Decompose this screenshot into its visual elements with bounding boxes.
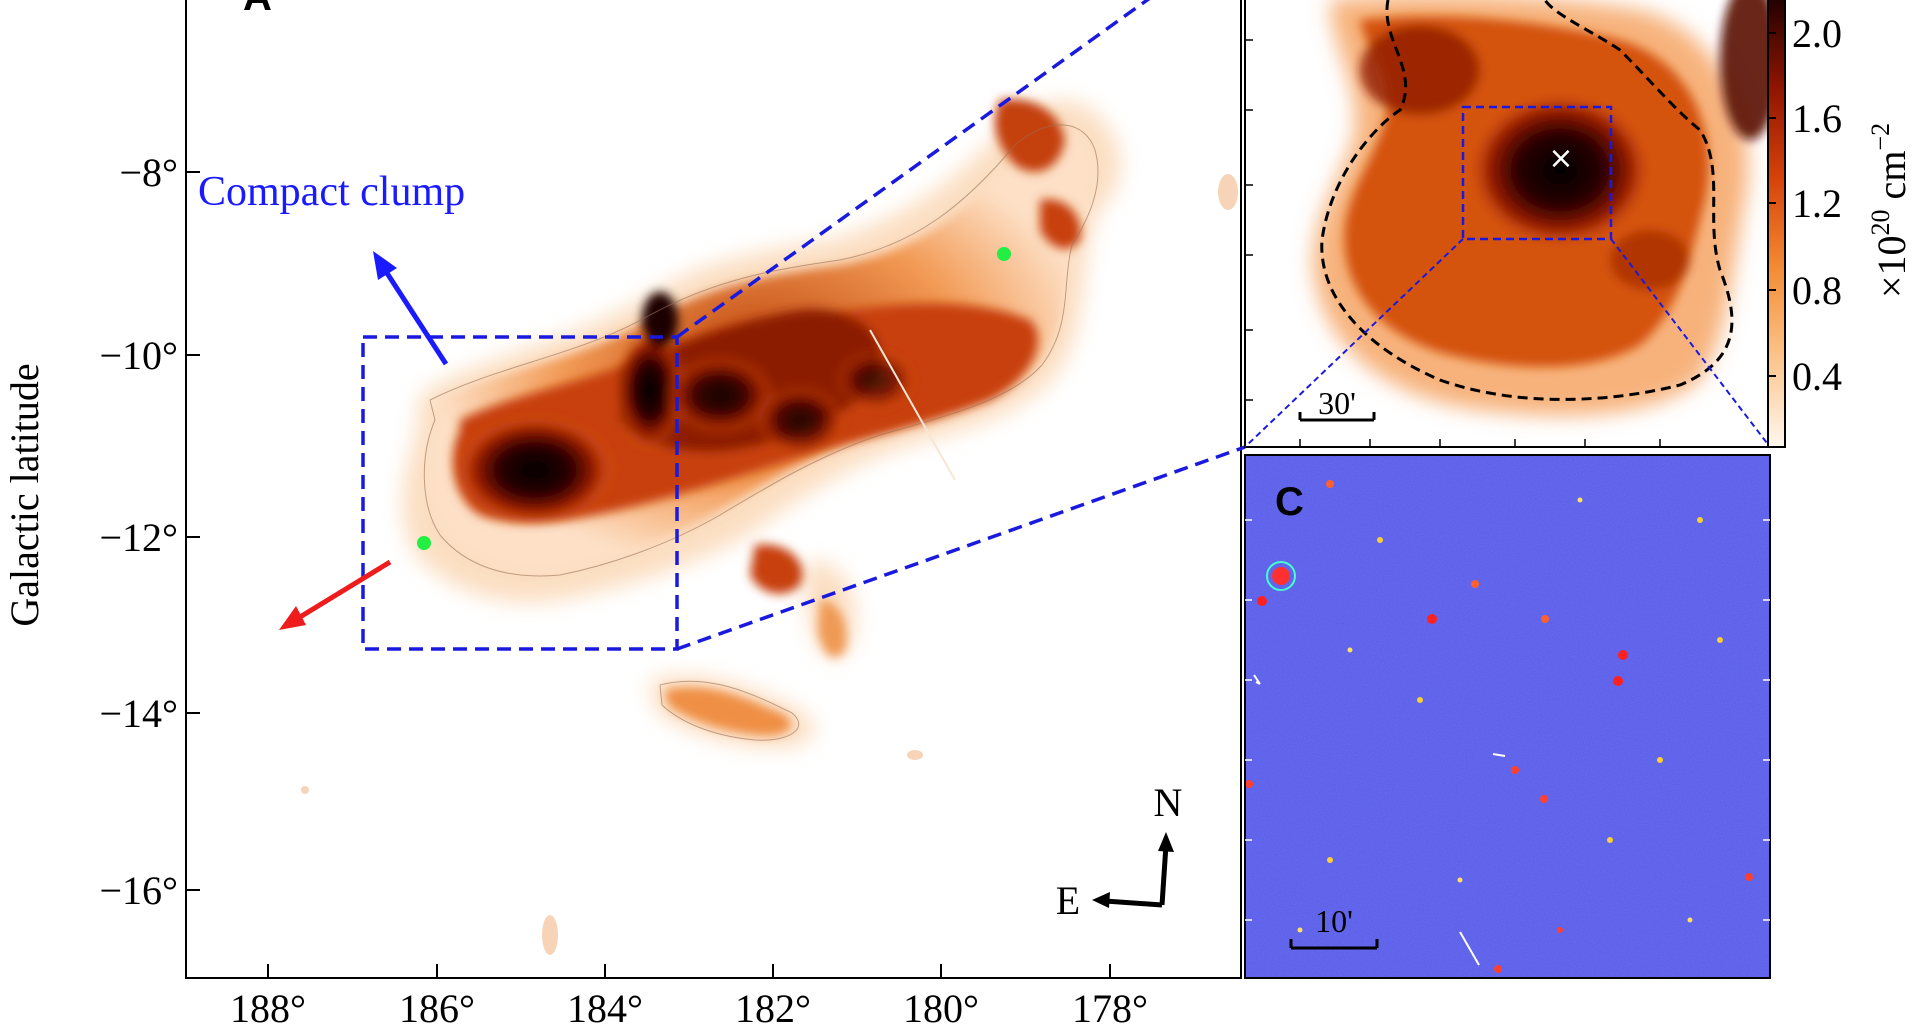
panel-c-frame [1244,454,1771,979]
panel-a-dust-map [301,99,1238,955]
marker-green-west [997,247,1011,261]
colorbar-label: ×1020 cm−2 [1866,123,1914,298]
annotation-compact-clump: Compact clump [198,169,465,215]
compass [1092,832,1174,908]
panel-b-zoom-line-right [1610,238,1771,448]
colorbar-tick-label: 1.2 [1792,181,1842,226]
panel-c-noise [1245,455,1770,978]
panel-b-outer-contour [1320,0,1734,401]
panel-c-ticks [1245,519,1770,921]
colorbar-tick-label: 0.8 [1792,268,1842,313]
y-axis-ticks [186,171,200,891]
compass-north-label: N [1154,780,1183,825]
x-tick-label: 188° [230,986,306,1024]
satellite-streak [869,329,956,481]
x-axis-ticks [267,964,1111,978]
panel-c-scalebar-label: 10' [1315,903,1353,939]
y-tick-label: −12° [99,515,178,560]
y-tick-label: −10° [99,333,178,378]
marker-green-clump [417,536,431,550]
y-tick-label: −8° [119,150,178,195]
panel-b-dust-map [1313,0,1780,416]
arrow-red [279,559,392,630]
colorbar-tick-label: 1.6 [1792,96,1842,141]
zoom-box [361,335,679,651]
zoom-line-top [675,0,1151,339]
panel-b-scalebar [1298,412,1376,422]
x-tick-label: 178° [1072,986,1148,1024]
panel-b-inner-box [1461,105,1613,241]
x-tick-label: 182° [735,986,811,1024]
panel-c-stars [1245,480,1753,973]
panel-b-center-marker: × [1548,141,1573,176]
panel-b-ticks [1245,39,1661,447]
panel-b-scalebar-label: 30' [1318,385,1356,421]
panel-c: C 10' [1244,454,1771,979]
panel-c-letter: C [1275,480,1304,524]
colorbar-tick-label: 0.4 [1792,354,1842,399]
x-tick-label: 184° [567,986,643,1024]
y-tick-label: −14° [99,691,178,736]
colorbar-gradient [1767,0,1786,448]
panel-b-zoom-line-left [1244,238,1464,448]
panel-c-scalebar [1289,939,1379,950]
panel-b: × 30' [1244,0,1786,448]
y-tick-label: −16° [99,868,178,913]
zoom-line-bottom [676,445,1246,651]
panel-a: Compact clump A Galactic latitude −8° −1… [2,0,1246,1024]
y-axis-label: Galactic latitude [2,363,47,626]
colorbar-ticks [1768,32,1776,377]
x-tick-label: 186° [399,986,475,1024]
arrow-blue [373,251,449,366]
compass-east-label: E [1056,878,1080,923]
colorbar-tick-label: 2.0 [1792,11,1842,56]
x-tick-label: 180° [903,986,979,1024]
panel-a-letter: A [243,0,272,19]
colorbar: 2.0 1.6 1.2 0.8 0.4 ×1020 cm−2 [1767,0,1914,448]
